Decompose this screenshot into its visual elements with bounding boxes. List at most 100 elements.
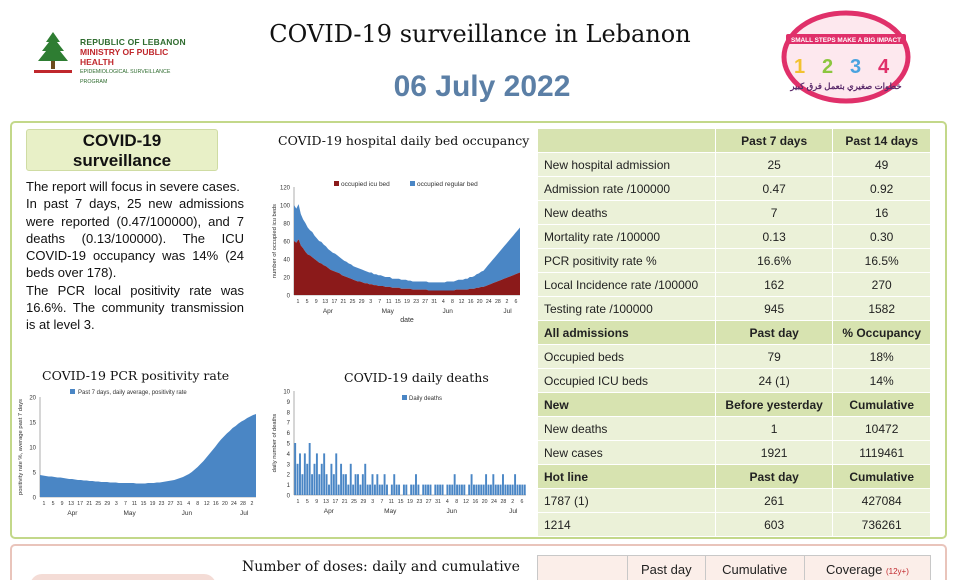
admissions-header-row: All admissions Past day % Occupancy	[537, 320, 931, 345]
death-bar	[301, 474, 304, 495]
death-bar	[395, 484, 398, 495]
x-tick-label: 17	[332, 499, 338, 505]
death-bar	[410, 484, 413, 495]
death-bar	[398, 484, 401, 495]
x-tick-label: 27	[422, 299, 428, 305]
x-tick-label: 12	[459, 299, 465, 305]
x-tick-label: 1	[43, 501, 46, 507]
table-row: New deaths 7 16	[537, 200, 931, 225]
death-bar	[489, 484, 492, 495]
y-tick-label: 6	[287, 431, 291, 437]
x-tick-label: 19	[150, 501, 156, 507]
death-bar	[325, 474, 328, 495]
stats-header-row: Past 7 days Past 14 days	[537, 128, 931, 153]
death-bar	[470, 474, 473, 495]
y-tick-label: 8	[287, 410, 291, 416]
month-label: Jul	[509, 508, 518, 515]
death-bar	[509, 484, 512, 495]
death-bar	[458, 484, 461, 495]
stat-label: Testing rate /100000	[537, 296, 716, 321]
death-bar	[318, 474, 321, 495]
y-tick-label: 10	[283, 390, 290, 396]
summary-paragraph-3: The PCR local positivity rate was 16.6%.…	[26, 282, 244, 333]
doses-header-coverage: Coverage (12y+)	[803, 555, 932, 580]
bed-chart-title: COVID-19 hospital daily bed occupancy	[278, 133, 530, 148]
death-bar	[294, 443, 297, 495]
stat-label: New cases	[537, 440, 716, 465]
stat-label: Occupied ICU beds	[537, 368, 716, 393]
death-bar	[441, 484, 444, 495]
x-tick-label: 25	[95, 501, 101, 507]
month-label: Apr	[323, 308, 334, 315]
surveillance-panel: COVID-19 surveillance The report will fo…	[10, 121, 947, 539]
death-bar	[342, 474, 345, 495]
death-bar	[460, 484, 463, 495]
death-bar	[364, 463, 367, 495]
death-bar	[487, 484, 490, 495]
y-tick-label: 20	[283, 276, 290, 282]
legend-swatch-regular	[410, 181, 415, 186]
x-tick-label: 23	[413, 299, 419, 305]
x-tick-label: 1	[297, 499, 300, 505]
x-tick-label: 13	[322, 299, 328, 305]
x-tick-label: 11	[389, 499, 394, 505]
x-tick-label: 13	[323, 499, 329, 505]
x-tick-label: 29	[360, 499, 366, 505]
coverage-label: Coverage	[825, 562, 883, 577]
death-bar	[366, 484, 369, 495]
x-tick-label: 12	[463, 499, 469, 505]
pcr-chart-title: COVID-19 PCR positivity rate	[42, 368, 230, 383]
x-tick-label: 4	[446, 499, 449, 505]
legend-swatch-icu	[334, 181, 339, 186]
month-label: Jun	[447, 508, 458, 515]
stat-value: 162	[714, 272, 834, 297]
x-tick-label: 2	[251, 501, 254, 507]
stat-value: 945	[714, 296, 834, 321]
x-tick-label: 8	[455, 499, 458, 505]
death-bar	[499, 484, 502, 495]
x-tick-label: 31	[177, 501, 183, 507]
y-tick-label: 40	[283, 258, 290, 264]
y-axis-title: daily number of deaths	[272, 414, 278, 473]
death-bar	[497, 484, 500, 495]
death-bar	[373, 484, 376, 495]
death-bar	[451, 484, 454, 495]
x-tick-label: 27	[426, 499, 432, 505]
stats-header-14days: Past 14 days	[832, 128, 931, 153]
x-tick-label: 29	[104, 501, 110, 507]
stat-label: New hospital admission	[537, 152, 716, 177]
death-bar	[427, 484, 430, 495]
stat-value: 0.92	[832, 176, 931, 201]
y-axis-title: number of occupied icu beds	[272, 204, 278, 278]
stat-label: 1787 (1)	[537, 488, 716, 513]
x-tick-label: 11	[386, 299, 391, 305]
coverage-note: (12y+)	[885, 567, 909, 576]
x-tick-label: 31	[435, 499, 441, 505]
x-tick-label: 6	[515, 299, 518, 305]
death-bar	[390, 484, 393, 495]
legend-swatch-deaths	[402, 395, 407, 400]
table-row: Local Incidence rate /100000 162 270	[537, 272, 931, 297]
doses-title: Number of doses: daily and cumulative	[242, 559, 520, 575]
doses-header-past-day: Past day	[627, 555, 706, 580]
positivity-area	[40, 414, 256, 497]
death-bar	[344, 474, 347, 495]
stat-value: 1921	[714, 440, 834, 465]
campaign-number-2: 2	[822, 56, 833, 78]
death-bar	[306, 463, 309, 495]
y-tick-label: 20	[29, 396, 36, 402]
death-bar	[402, 484, 405, 495]
stat-label: 1214	[537, 512, 716, 537]
death-bar	[475, 484, 478, 495]
y-tick-label: 0	[287, 294, 291, 300]
death-bar	[315, 453, 318, 495]
moph-line-1: REPUBLIC OF LEBANON	[80, 37, 186, 47]
campaign-slogan: SMALL STEPS MAKE A BIG IMPACT	[791, 37, 901, 44]
x-tick-label: 11	[132, 501, 137, 507]
x-tick-label: 17	[77, 501, 83, 507]
death-bar	[518, 484, 521, 495]
table-row: New hospital admission 25 49	[537, 152, 931, 177]
y-tick-label: 100	[280, 204, 291, 210]
legend-label-regular: occupied regular bed	[417, 181, 478, 188]
